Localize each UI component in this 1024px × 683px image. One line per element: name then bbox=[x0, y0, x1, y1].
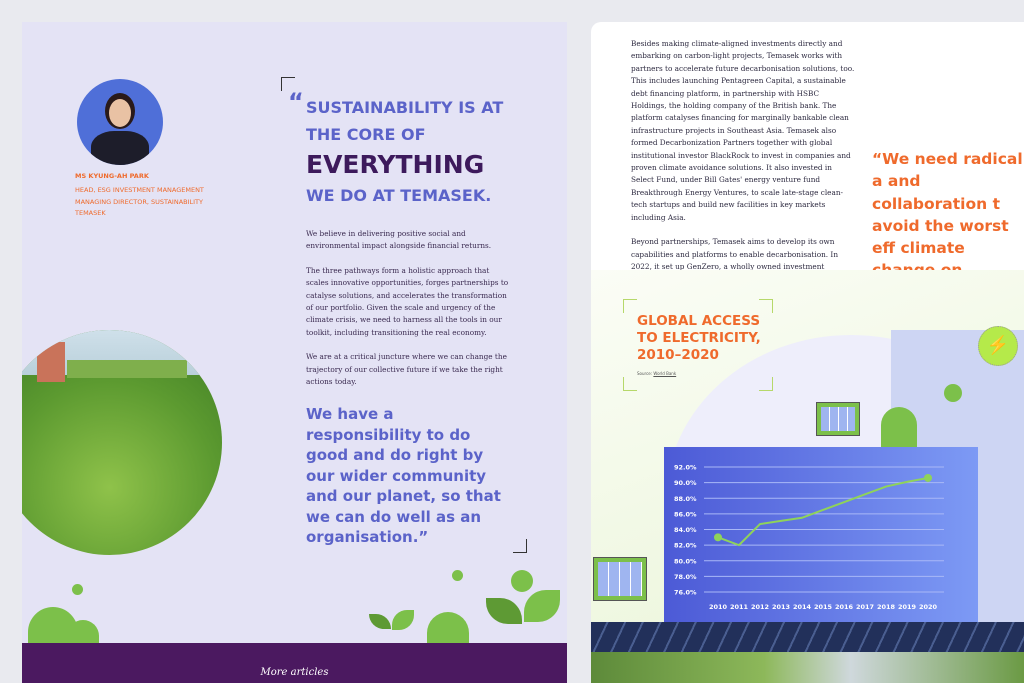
solar-field-photo bbox=[591, 622, 1024, 652]
corner-bracket bbox=[281, 77, 295, 91]
lightning-icon: ⚡ bbox=[978, 326, 1018, 366]
x-tick-label: 2015 bbox=[814, 603, 833, 611]
leaf-decoration bbox=[369, 614, 391, 629]
y-tick-label: 80.0% bbox=[674, 557, 697, 565]
title-line: HEAD, ESG INVESTMENT MANAGEMENT bbox=[75, 186, 204, 194]
avatar bbox=[77, 79, 163, 165]
solar-panel-icon bbox=[593, 557, 647, 601]
chart-source: Source: World Bank bbox=[637, 371, 676, 376]
left-page: MS KYUNG-AH PARK HEAD, ESG INVESTMENT MA… bbox=[22, 22, 567, 683]
park-photo bbox=[22, 330, 222, 555]
bush-decoration bbox=[67, 620, 99, 643]
source-link[interactable]: World Bank bbox=[653, 371, 677, 376]
profile-title: HEAD, ESG INVESTMENT MANAGEMENT MANAGING… bbox=[75, 185, 204, 220]
leaf-decoration bbox=[392, 610, 414, 630]
dot-decoration bbox=[452, 570, 463, 581]
y-tick-label: 82.0% bbox=[674, 542, 697, 550]
body-text: We believe in delivering positive social… bbox=[306, 228, 514, 400]
corner-bracket bbox=[513, 539, 527, 553]
headline-line: THE CORE OF bbox=[306, 125, 426, 144]
line-chart: 92.0% 90.0% 88.0% 86.0% 84.0% 82.0% 80.0% 78.0%… bbox=[664, 447, 978, 622]
y-tick-label: 88.0% bbox=[674, 495, 697, 503]
paragraph: The three pathways form a holistic appro… bbox=[306, 265, 509, 337]
solar-panel-icon bbox=[816, 402, 860, 436]
paragraph: Besides making climate-aligned investmen… bbox=[631, 39, 855, 222]
x-tick-label: 2017 bbox=[856, 603, 874, 611]
y-tick-label: 84.0% bbox=[674, 526, 697, 534]
y-tick-label: 90.0% bbox=[674, 479, 697, 487]
paragraph: We are at a critical juncture where we c… bbox=[306, 352, 507, 387]
x-tick-label: 2019 bbox=[898, 603, 917, 611]
data-point bbox=[924, 473, 932, 482]
y-tick-label: 92.0% bbox=[674, 464, 697, 472]
y-tick-label: 78.0% bbox=[674, 573, 697, 581]
dot-decoration bbox=[944, 384, 962, 402]
paragraph: We believe in delivering positive social… bbox=[306, 229, 492, 251]
dot-decoration bbox=[511, 570, 533, 592]
pull-quote: We have a responsibility to do good and … bbox=[306, 405, 501, 546]
title-line: MANAGING DIRECTOR, SUSTAINABILITY bbox=[75, 197, 203, 206]
corner-bracket bbox=[623, 299, 637, 313]
leaf-decoration bbox=[524, 590, 560, 622]
corner-bracket bbox=[759, 377, 773, 391]
x-tick-label: 2014 bbox=[793, 603, 812, 611]
footer-bar: More articles bbox=[22, 643, 567, 683]
leaf-decoration bbox=[486, 598, 522, 624]
x-tick-label: 2012 bbox=[751, 603, 769, 611]
x-tick-label: 2018 bbox=[877, 603, 896, 611]
right-page: Besides making climate-aligned investmen… bbox=[591, 22, 1024, 683]
chart-panel bbox=[664, 447, 978, 622]
chart-title: GLOBAL ACCESS TO ELECTRICITY, 2010–2020 bbox=[637, 313, 761, 363]
data-point bbox=[714, 533, 722, 542]
headline-line: WE DO AT TEMASEK. bbox=[306, 186, 492, 205]
headline-line: SUSTAINABILITY IS AT bbox=[306, 98, 504, 117]
title-line: TEMASEK bbox=[75, 209, 106, 217]
x-tick-label: 2020 bbox=[919, 603, 938, 611]
x-tick-label: 2010 bbox=[709, 603, 728, 611]
trees-photo bbox=[591, 652, 1024, 683]
y-tick-label: 76.0% bbox=[674, 589, 697, 597]
x-tick-label: 2013 bbox=[772, 603, 790, 611]
corner-bracket bbox=[623, 377, 637, 391]
x-tick-label: 2016 bbox=[835, 603, 854, 611]
headline-line: EVERYTHING bbox=[306, 150, 485, 179]
quote-mark: “ bbox=[288, 88, 304, 116]
profile-name: MS KYUNG-AH PARK bbox=[75, 172, 149, 180]
bush-decoration bbox=[881, 407, 917, 449]
x-tick-label: 2011 bbox=[730, 603, 749, 611]
bush-decoration bbox=[427, 612, 469, 643]
dot-decoration bbox=[72, 584, 83, 595]
more-articles-link[interactable]: More articles bbox=[260, 667, 329, 678]
y-tick-label: 86.0% bbox=[674, 510, 697, 518]
corner-bracket bbox=[759, 299, 773, 313]
source-label: Source: bbox=[637, 371, 653, 376]
